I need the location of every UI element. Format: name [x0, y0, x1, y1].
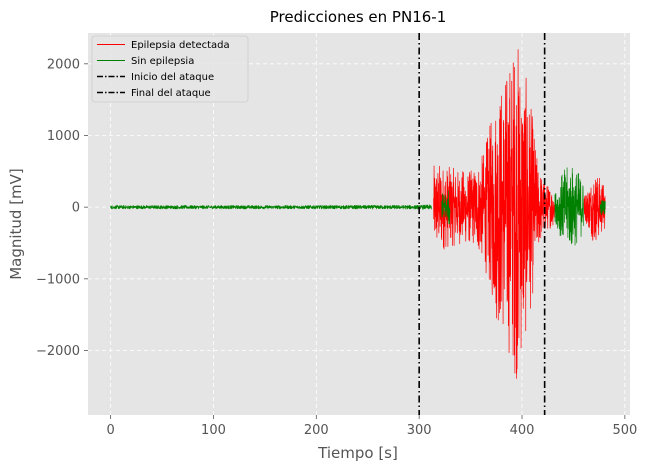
legend: Epilepsia detectada Sin epilepsia Inicio…	[91, 35, 249, 103]
legend-label-final: Final del ataque	[131, 88, 211, 99]
signal-segment-0-1	[583, 177, 606, 241]
legend-box	[91, 35, 249, 103]
signal-segment-0-0	[433, 49, 556, 379]
y-tick-label: −1000	[36, 272, 80, 287]
chart-title: Predicciones en PN16-1	[270, 8, 447, 26]
y-tick-label: 0	[72, 201, 80, 216]
y-tick-label: 2000	[47, 57, 80, 72]
x-axis-label: Tiempo [s]	[317, 444, 398, 462]
x-tick-label: 100	[201, 423, 226, 438]
x-tick-label: 300	[407, 423, 432, 438]
legend-label-epilepsia: Epilepsia detectada	[131, 40, 230, 51]
y-tick-label: 1000	[47, 129, 80, 144]
signal-segment-1-3	[599, 200, 606, 216]
legend-label-inicio: Inicio del ataque	[131, 72, 214, 83]
signal-segment-1-1	[441, 190, 451, 225]
x-tick-label: 400	[510, 423, 535, 438]
legend-label-sin-epilepsia: Sin epilepsia	[131, 56, 194, 67]
x-tick-label: 0	[106, 423, 114, 438]
y-axis-ticks: −2000 −1000 0 1000 2000	[36, 57, 88, 359]
signals	[110, 49, 606, 379]
signal-segment-1-2	[554, 167, 585, 246]
signal-segment-1-0	[110, 204, 432, 210]
y-axis-label: Magnitud [mV]	[7, 168, 25, 280]
x-tick-label: 500	[612, 423, 637, 438]
y-tick-label: −2000	[36, 344, 80, 359]
x-axis-ticks: 0 100 200 300 400 500	[106, 415, 637, 438]
attack-lines	[418, 33, 546, 415]
x-tick-label: 200	[304, 423, 329, 438]
